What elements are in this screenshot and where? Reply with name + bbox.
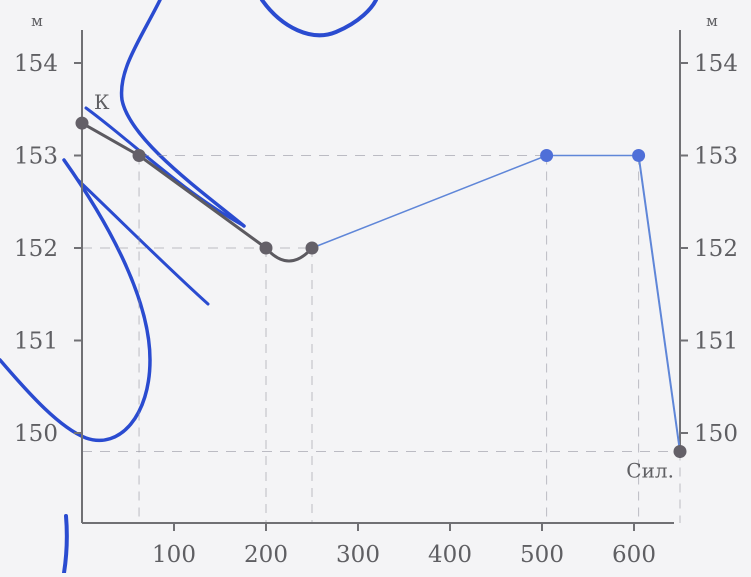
y-tick-label-left: 153 <box>14 144 58 170</box>
y-tick-label-right: 151 <box>694 329 738 355</box>
points-layer <box>75 116 687 458</box>
ink-stroke-diagonal <box>84 106 246 228</box>
point-label-k: К <box>94 90 110 114</box>
y-unit-label-right: м <box>706 12 718 30</box>
axes <box>81 30 681 524</box>
ink-stroke-top <box>260 0 378 38</box>
y-tick-label-left: 152 <box>14 236 58 262</box>
ink-stroke-middle <box>76 178 210 306</box>
y-unit-label-left: м <box>31 12 43 30</box>
ticks: м м 150 150 151 151 152 152 153 153 154 154 100 200 30… <box>14 12 738 568</box>
ink-stroke-bottom <box>62 514 69 575</box>
x-tick-label: 400 <box>428 542 472 568</box>
x-tick-label: 300 <box>336 542 380 568</box>
ink-stroke-left-curve <box>0 158 152 442</box>
guide-lines <box>82 155 681 523</box>
y-tick-label-right: 153 <box>694 144 738 170</box>
ink-scribbles <box>0 0 378 575</box>
y-tick-label-left: 150 <box>14 421 58 447</box>
data-point <box>75 116 89 130</box>
y-tick-label-right: 150 <box>694 421 738 447</box>
series-line-drop <box>637 155 681 452</box>
data-point <box>673 445 687 458</box>
y-tick-label-right: 154 <box>694 51 738 77</box>
x-tick-label: 500 <box>520 542 564 568</box>
series-curve-dip <box>264 246 314 263</box>
y-tick-label-left: 151 <box>14 329 58 355</box>
series-layer <box>81 121 681 452</box>
x-tick-label: 100 <box>152 542 196 568</box>
y-tick-label-right: 152 <box>694 236 738 262</box>
labels-layer: К Сил. <box>94 90 674 482</box>
y-tick-label-left: 154 <box>14 51 58 77</box>
data-point <box>259 241 273 255</box>
data-point <box>540 149 554 162</box>
point-label-sil: Сил. <box>626 459 674 483</box>
data-point <box>632 149 646 162</box>
data-point <box>305 241 319 255</box>
x-tick-label: 200 <box>244 542 288 568</box>
x-tick-label: 600 <box>612 542 656 568</box>
data-point <box>132 149 146 162</box>
ink-stroke-upper-left <box>119 0 246 228</box>
series-line-blue <box>311 154 639 249</box>
